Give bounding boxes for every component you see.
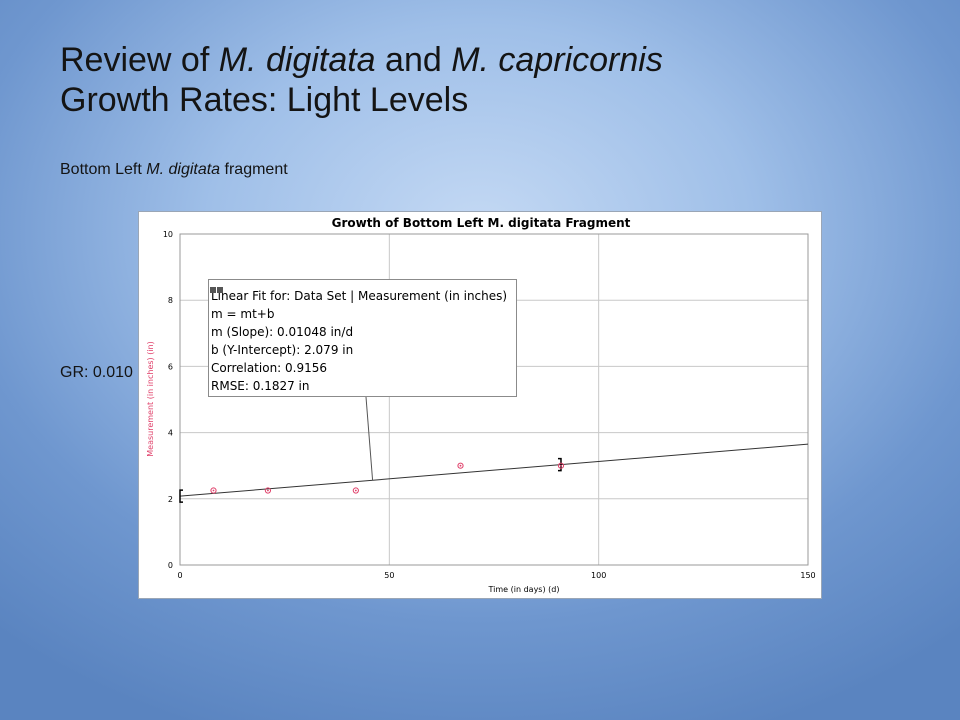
data-point-center	[354, 489, 357, 492]
tick-labels: 0 50 100 150 0 2 4 6 8 10	[163, 230, 816, 580]
subtitle-species: M. digitata	[146, 161, 221, 178]
fit-intercept: b (Y-Intercept): 2.079 in	[211, 343, 354, 357]
data-point-center	[459, 464, 462, 467]
fit-line-group	[179, 396, 809, 503]
data-point-center	[560, 464, 562, 467]
y-tick-label: 6	[168, 362, 173, 371]
axes	[179, 233, 809, 566]
fit-equation: m = mt+b	[211, 307, 275, 321]
data-point	[210, 487, 217, 494]
x-tick-label: 0	[177, 571, 182, 580]
subtitle-text: Bottom Left	[60, 161, 147, 178]
title-line-1: Review of M. digitata and M. capricornis	[60, 40, 920, 80]
chart-title: Growth of Bottom Left M. digitata Fragme…	[332, 216, 631, 230]
subtitle-text-end: fragment	[220, 161, 288, 178]
data-point	[557, 462, 565, 469]
x-tick-label: 100	[591, 571, 606, 580]
linear-fit-callout[interactable]: Linear Fit for: Data Set | Measurement (…	[208, 279, 517, 397]
fit-correlation: Correlation: 0.9156	[211, 361, 328, 375]
callout-handle-icon[interactable]	[209, 280, 225, 293]
data-points	[210, 462, 565, 494]
data-point	[264, 487, 272, 494]
growth-rate-text: GR: 0.010	[60, 364, 133, 381]
title-text: Review of	[60, 41, 219, 79]
fit-slope: m (Slope): 0.01048 in/d	[211, 325, 354, 339]
growth-chart: Growth of Bottom Left M. digitata Fragme…	[146, 216, 816, 594]
slide-title: Review of M. digitata and M. capricornis…	[60, 40, 920, 120]
plot-border	[179, 233, 809, 566]
chart-frame: Growth of Bottom Left M. digitata Fragme…	[138, 211, 822, 599]
y-tick-label: 2	[168, 495, 173, 504]
y-tick-label: 8	[168, 296, 173, 305]
title-species-2: M. capricornis	[451, 41, 663, 79]
x-axis-label: Time (in days) (d)	[488, 585, 560, 594]
fit-range-bracket	[179, 489, 183, 503]
data-point-center	[212, 489, 215, 492]
y-axis-label: Measurement (in inches) (in)	[146, 341, 155, 456]
data-point	[457, 462, 464, 469]
fit-line	[179, 443, 809, 497]
x-tick-label: 150	[800, 571, 815, 580]
fit-rmse: RMSE: 0.1827 in	[211, 379, 310, 393]
data-point-center	[267, 489, 269, 492]
title-species-1: M. digitata	[218, 41, 376, 79]
y-tick-label: 0	[168, 561, 173, 570]
fit-range-bracket	[557, 457, 562, 472]
title-line-2: Growth Rates: Light Levels	[60, 81, 469, 119]
y-tick-label: 4	[168, 429, 173, 438]
callout-connector	[365, 396, 374, 481]
fit-description: Linear Fit for: Data Set | Measurement (…	[211, 289, 508, 303]
title-text-and: and	[375, 41, 452, 79]
x-tick-label: 50	[384, 571, 394, 580]
y-tick-label: 10	[163, 230, 173, 239]
slide-subtitle: Bottom Left M. digitata fragment	[60, 161, 288, 179]
data-point	[352, 487, 359, 494]
